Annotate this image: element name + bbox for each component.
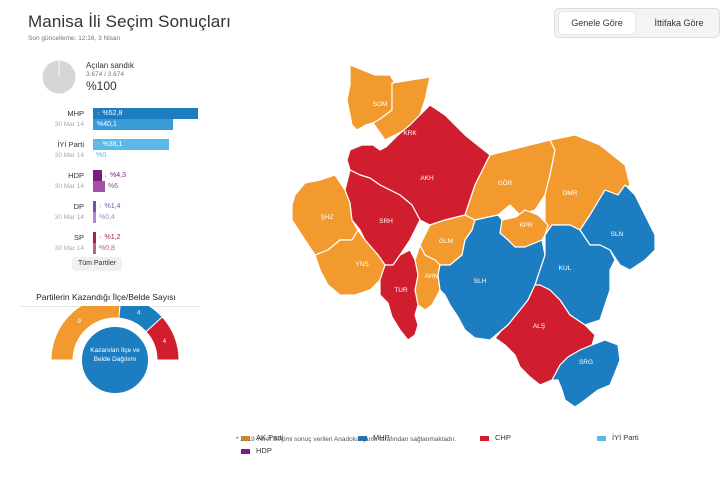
trend-arrow-icon: ↑ [97, 111, 100, 117]
district-label: GLM [439, 238, 453, 245]
legend-swatch [597, 435, 606, 441]
party-name: İYİ Parti [57, 140, 84, 149]
district-label: AKH [420, 175, 434, 182]
district-label: ALŞ [533, 323, 546, 330]
legend-item: MHP [358, 433, 390, 442]
district-krk[interactable] [372, 76, 431, 141]
party-bar [93, 139, 169, 150]
legend-swatch [241, 448, 250, 454]
district-label: TUR [394, 287, 408, 294]
tab-general[interactable]: Genele Göre [559, 12, 635, 34]
legend-label: İYİ Parti [612, 433, 639, 442]
district-label: SRG [579, 359, 593, 366]
district-tur[interactable] [379, 249, 419, 341]
district-map: SOM KRK AKH GÖR DMR ŞHZ SRH KPR SLN GLM YNS AHM SLH K… [280, 55, 670, 415]
legend-label: HDP [256, 446, 272, 455]
gauge-segment-count: 4 [137, 311, 141, 317]
district-label: KPR [519, 222, 533, 229]
district-label: YNS [355, 261, 369, 268]
previous-value: %6 [107, 183, 119, 190]
legend-swatch [358, 435, 367, 441]
district-srg[interactable] [551, 339, 621, 408]
page-title: Manisa İli Seçim Sonuçları [28, 12, 231, 31]
legend-label: CHP [495, 433, 511, 442]
party-value: ↑ %38,1 [97, 139, 122, 151]
ballot-pie-icon [42, 60, 76, 94]
previous-bar [93, 212, 96, 223]
ballot-percent: %100 [86, 79, 117, 93]
ballot-count: 3.674 / 3.674 [86, 71, 124, 78]
party-bar [93, 201, 96, 212]
district-label: SRH [379, 218, 393, 225]
party-percent: %1,4 [104, 203, 121, 210]
legend-item: HDP [241, 446, 272, 455]
last-updated: Son güncelleme: 12:16, 3 Nisan [28, 35, 121, 42]
previous-value: %0,8 [99, 245, 115, 252]
won-districts-gauge: 9 4 4 Kazanılan İlçe ve Belde Dağılımı [50, 306, 180, 395]
district-label: ŞHZ [321, 214, 334, 221]
district-label: SOM [373, 101, 388, 108]
legend-swatch [241, 435, 250, 441]
district-label: KRK [403, 130, 417, 137]
previous-date: 30 Mar 14 [54, 245, 84, 252]
legend-item: İYİ Parti [597, 433, 639, 442]
ballot-label: Açılan sandık [86, 61, 135, 70]
previous-value: %40,1 [97, 121, 117, 128]
legend-swatch [480, 435, 489, 441]
gauge-segment-count: 9 [78, 319, 82, 325]
previous-date: 30 Mar 14 [54, 152, 84, 159]
party-bar [93, 108, 198, 119]
party-name: DP [73, 202, 84, 211]
district-label: SLH [474, 278, 487, 285]
district-label: AHM [425, 273, 439, 280]
district-label: DMR [563, 190, 578, 197]
party-percent: %4,3 [110, 172, 127, 179]
district-label: GÖR [498, 179, 513, 187]
previous-value: %0 [96, 152, 107, 159]
district-label: KUL [559, 265, 572, 272]
party-percent: %1,2 [104, 234, 121, 241]
party-name: HDP [68, 171, 84, 180]
party-name: SP [73, 233, 84, 242]
legend-item: CHP [480, 433, 511, 442]
previous-bar [93, 119, 173, 130]
gauge-center-label: Kazanılan İlçe ve Belde Dağılımı [90, 347, 140, 363]
party-name: MHP [67, 109, 84, 118]
won-districts-title: Partilerin Kazandığı İlçe/Belde Sayısı [36, 292, 176, 302]
previous-date: 30 Mar 14 [54, 214, 84, 221]
party-percent: %38,1 [102, 141, 123, 148]
party-value: ↑ %1,2 [99, 232, 120, 244]
trend-arrow-icon: ↑ [99, 235, 102, 241]
legend-item: AK Parti [241, 433, 284, 442]
gauge-segment[interactable] [50, 306, 121, 361]
gauge-segment-count: 4 [163, 339, 167, 345]
source-note: * 2019 Yerel Seçimi sonuç verileri Anado… [236, 436, 457, 443]
party-bar [93, 170, 102, 181]
view-tabs: Genele Göre İttifaka Göre [554, 8, 720, 38]
party-value: ↓ %4,3 [105, 170, 126, 182]
district-label: SLN [611, 231, 624, 238]
party-value: ↑ %52,8 [97, 108, 122, 120]
all-parties-button[interactable]: Tüm Partiler [72, 257, 122, 271]
trend-arrow-icon: ↓ [104, 173, 108, 179]
party-bar [93, 232, 96, 243]
previous-value: %0,4 [99, 214, 115, 221]
tab-alliance[interactable]: İttifaka Göre [654, 18, 704, 28]
previous-bar [93, 243, 96, 254]
trend-arrow-icon: ↑ [97, 142, 100, 148]
previous-date: 30 Mar 14 [54, 183, 84, 190]
previous-date: 30 Mar 14 [54, 121, 84, 128]
trend-arrow-icon: ↑ [99, 204, 102, 210]
party-value: ↑ %1,4 [99, 201, 120, 213]
legend-label: MHP [373, 433, 390, 442]
legend-label: AK Parti [256, 433, 284, 442]
party-percent: %52,8 [102, 110, 123, 117]
gauge-segment[interactable] [145, 316, 180, 361]
previous-bar [93, 181, 105, 192]
district-sln[interactable] [579, 184, 656, 271]
